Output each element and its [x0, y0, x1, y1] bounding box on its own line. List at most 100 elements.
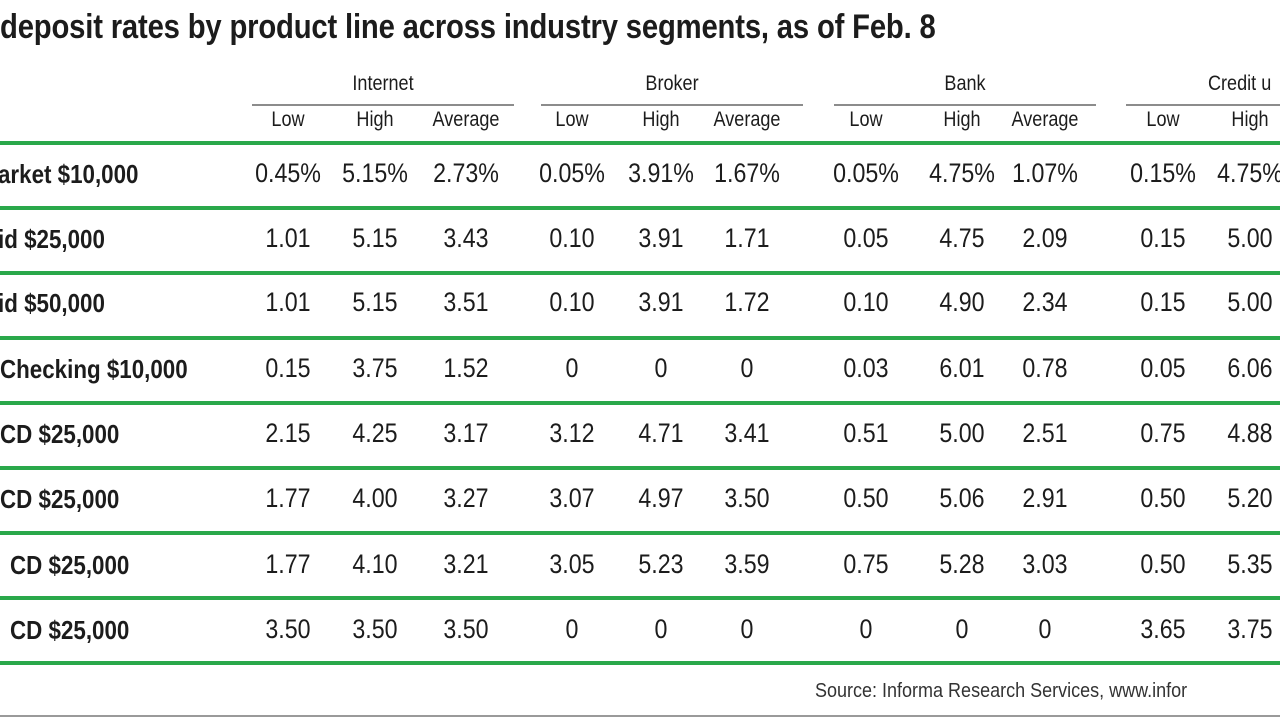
table-cell: 4.75: [939, 223, 985, 253]
table-cell: 1.71: [724, 223, 770, 253]
group-label: Bank: [944, 72, 986, 95]
column-header: Low: [555, 108, 589, 131]
table-cell: 0.15: [265, 353, 311, 383]
table-cell: 0.15: [1140, 223, 1186, 253]
table-cell: 3.75: [352, 353, 398, 383]
table-cell: 0: [654, 614, 668, 644]
table-cell: 3.17: [443, 418, 489, 448]
table-cell: 3.51: [443, 287, 489, 317]
table-cell: 5.00: [1227, 287, 1273, 317]
row-divider: [0, 206, 1280, 210]
table-cell: 3.05: [549, 549, 595, 579]
group-label: Broker: [645, 72, 699, 95]
table-cell: 6.01: [939, 353, 985, 383]
table-cell: 5.23: [638, 549, 684, 579]
table-cell: 5.20: [1227, 483, 1273, 513]
source-note: Source: Informa Research Services, www.i…: [815, 680, 1188, 702]
column-header: High: [356, 108, 394, 131]
table-cell: 0.10: [549, 287, 595, 317]
table-cell: 0.10: [549, 223, 595, 253]
row-label: id $50,000: [0, 288, 105, 318]
table-cell: 0.05%: [539, 158, 605, 188]
table-cell: 1.01: [265, 287, 311, 317]
table-cell: 1.77: [265, 483, 311, 513]
table-cell: 5.15%: [342, 158, 408, 188]
table-cell: 0.50: [1140, 483, 1186, 513]
row-label: arket $10,000: [0, 159, 139, 189]
group-label: Credit u: [1208, 72, 1272, 95]
table-cell: 3.65: [1140, 614, 1186, 644]
table-title: deposit rates by product line across ind…: [0, 8, 936, 46]
bottom-border: [0, 715, 1280, 717]
table-cell: 4.97: [638, 483, 684, 513]
table-cell: 0: [955, 614, 969, 644]
group-underline: [834, 104, 1096, 106]
table-cell: 3.59: [724, 549, 770, 579]
table-cell: 3.07: [549, 483, 595, 513]
row-divider: [0, 531, 1280, 535]
column-header: Average: [432, 108, 500, 131]
table-cell: 0: [565, 614, 579, 644]
table-cell: 3.03: [1022, 549, 1068, 579]
column-header: Low: [849, 108, 883, 131]
column-header: High: [642, 108, 680, 131]
table-cell: 0.10: [843, 287, 889, 317]
table-cell: 3.91: [638, 287, 684, 317]
table-cell: 3.12: [549, 418, 595, 448]
table-cell: 4.75%: [929, 158, 995, 188]
row-label: CD $25,000: [10, 615, 130, 645]
table-cell: 0.50: [1140, 549, 1186, 579]
table-cell: 0.51: [843, 418, 889, 448]
table-cell: 0.15%: [1130, 158, 1196, 188]
table-cell: 4.00: [352, 483, 398, 513]
table-cell: 0.75: [843, 549, 889, 579]
table-cell: 3.91: [638, 223, 684, 253]
table-cell: 4.88: [1227, 418, 1273, 448]
table-cell: 0.15: [1140, 287, 1186, 317]
table-cell: 6.06: [1227, 353, 1273, 383]
table-cell: 4.75%: [1217, 158, 1280, 188]
row-label: id $25,000: [0, 224, 105, 254]
table-cell: 3.27: [443, 483, 489, 513]
table-cell: 5.00: [939, 418, 985, 448]
table-cell: 0: [1038, 614, 1052, 644]
row-divider: [0, 596, 1280, 600]
table-cell: 0: [565, 353, 579, 383]
table-cell: 0.75: [1140, 418, 1186, 448]
table-cell: 1.67%: [714, 158, 780, 188]
table-cell: 0.78: [1022, 353, 1068, 383]
table-cell: 0: [859, 614, 873, 644]
group-underline: [252, 104, 514, 106]
table-cell: 4.25: [352, 418, 398, 448]
table-cell: 1.72: [724, 287, 770, 317]
table-cell: 1.52: [443, 353, 489, 383]
table-cell: 2.15: [265, 418, 311, 448]
table-cell: 3.75: [1227, 614, 1273, 644]
table-cell: 3.43: [443, 223, 489, 253]
column-header: Average: [1011, 108, 1079, 131]
group-underline: [1126, 104, 1280, 106]
table-cell: 0.50: [843, 483, 889, 513]
table-cell: 5.35: [1227, 549, 1273, 579]
column-header: Low: [1146, 108, 1180, 131]
group-underline: [541, 104, 803, 106]
table-cell: 3.21: [443, 549, 489, 579]
table-cell: 0.05: [1140, 353, 1186, 383]
table-cell: 3.50: [443, 614, 489, 644]
table-cell: 0: [740, 353, 754, 383]
table-cell: 3.50: [352, 614, 398, 644]
table-cell: 3.41: [724, 418, 770, 448]
row-label: Checking $10,000: [0, 354, 188, 384]
row-divider: [0, 271, 1280, 275]
table-cell: 2.51: [1022, 418, 1068, 448]
table-cell: 4.90: [939, 287, 985, 317]
table-cell: 5.06: [939, 483, 985, 513]
table-cell: 5.15: [352, 223, 398, 253]
group-label: Internet: [352, 72, 414, 95]
table-cell: 0: [740, 614, 754, 644]
table-cell: 3.50: [265, 614, 311, 644]
row-divider: [0, 401, 1280, 405]
table-cell: 5.28: [939, 549, 985, 579]
column-header: Average: [713, 108, 781, 131]
